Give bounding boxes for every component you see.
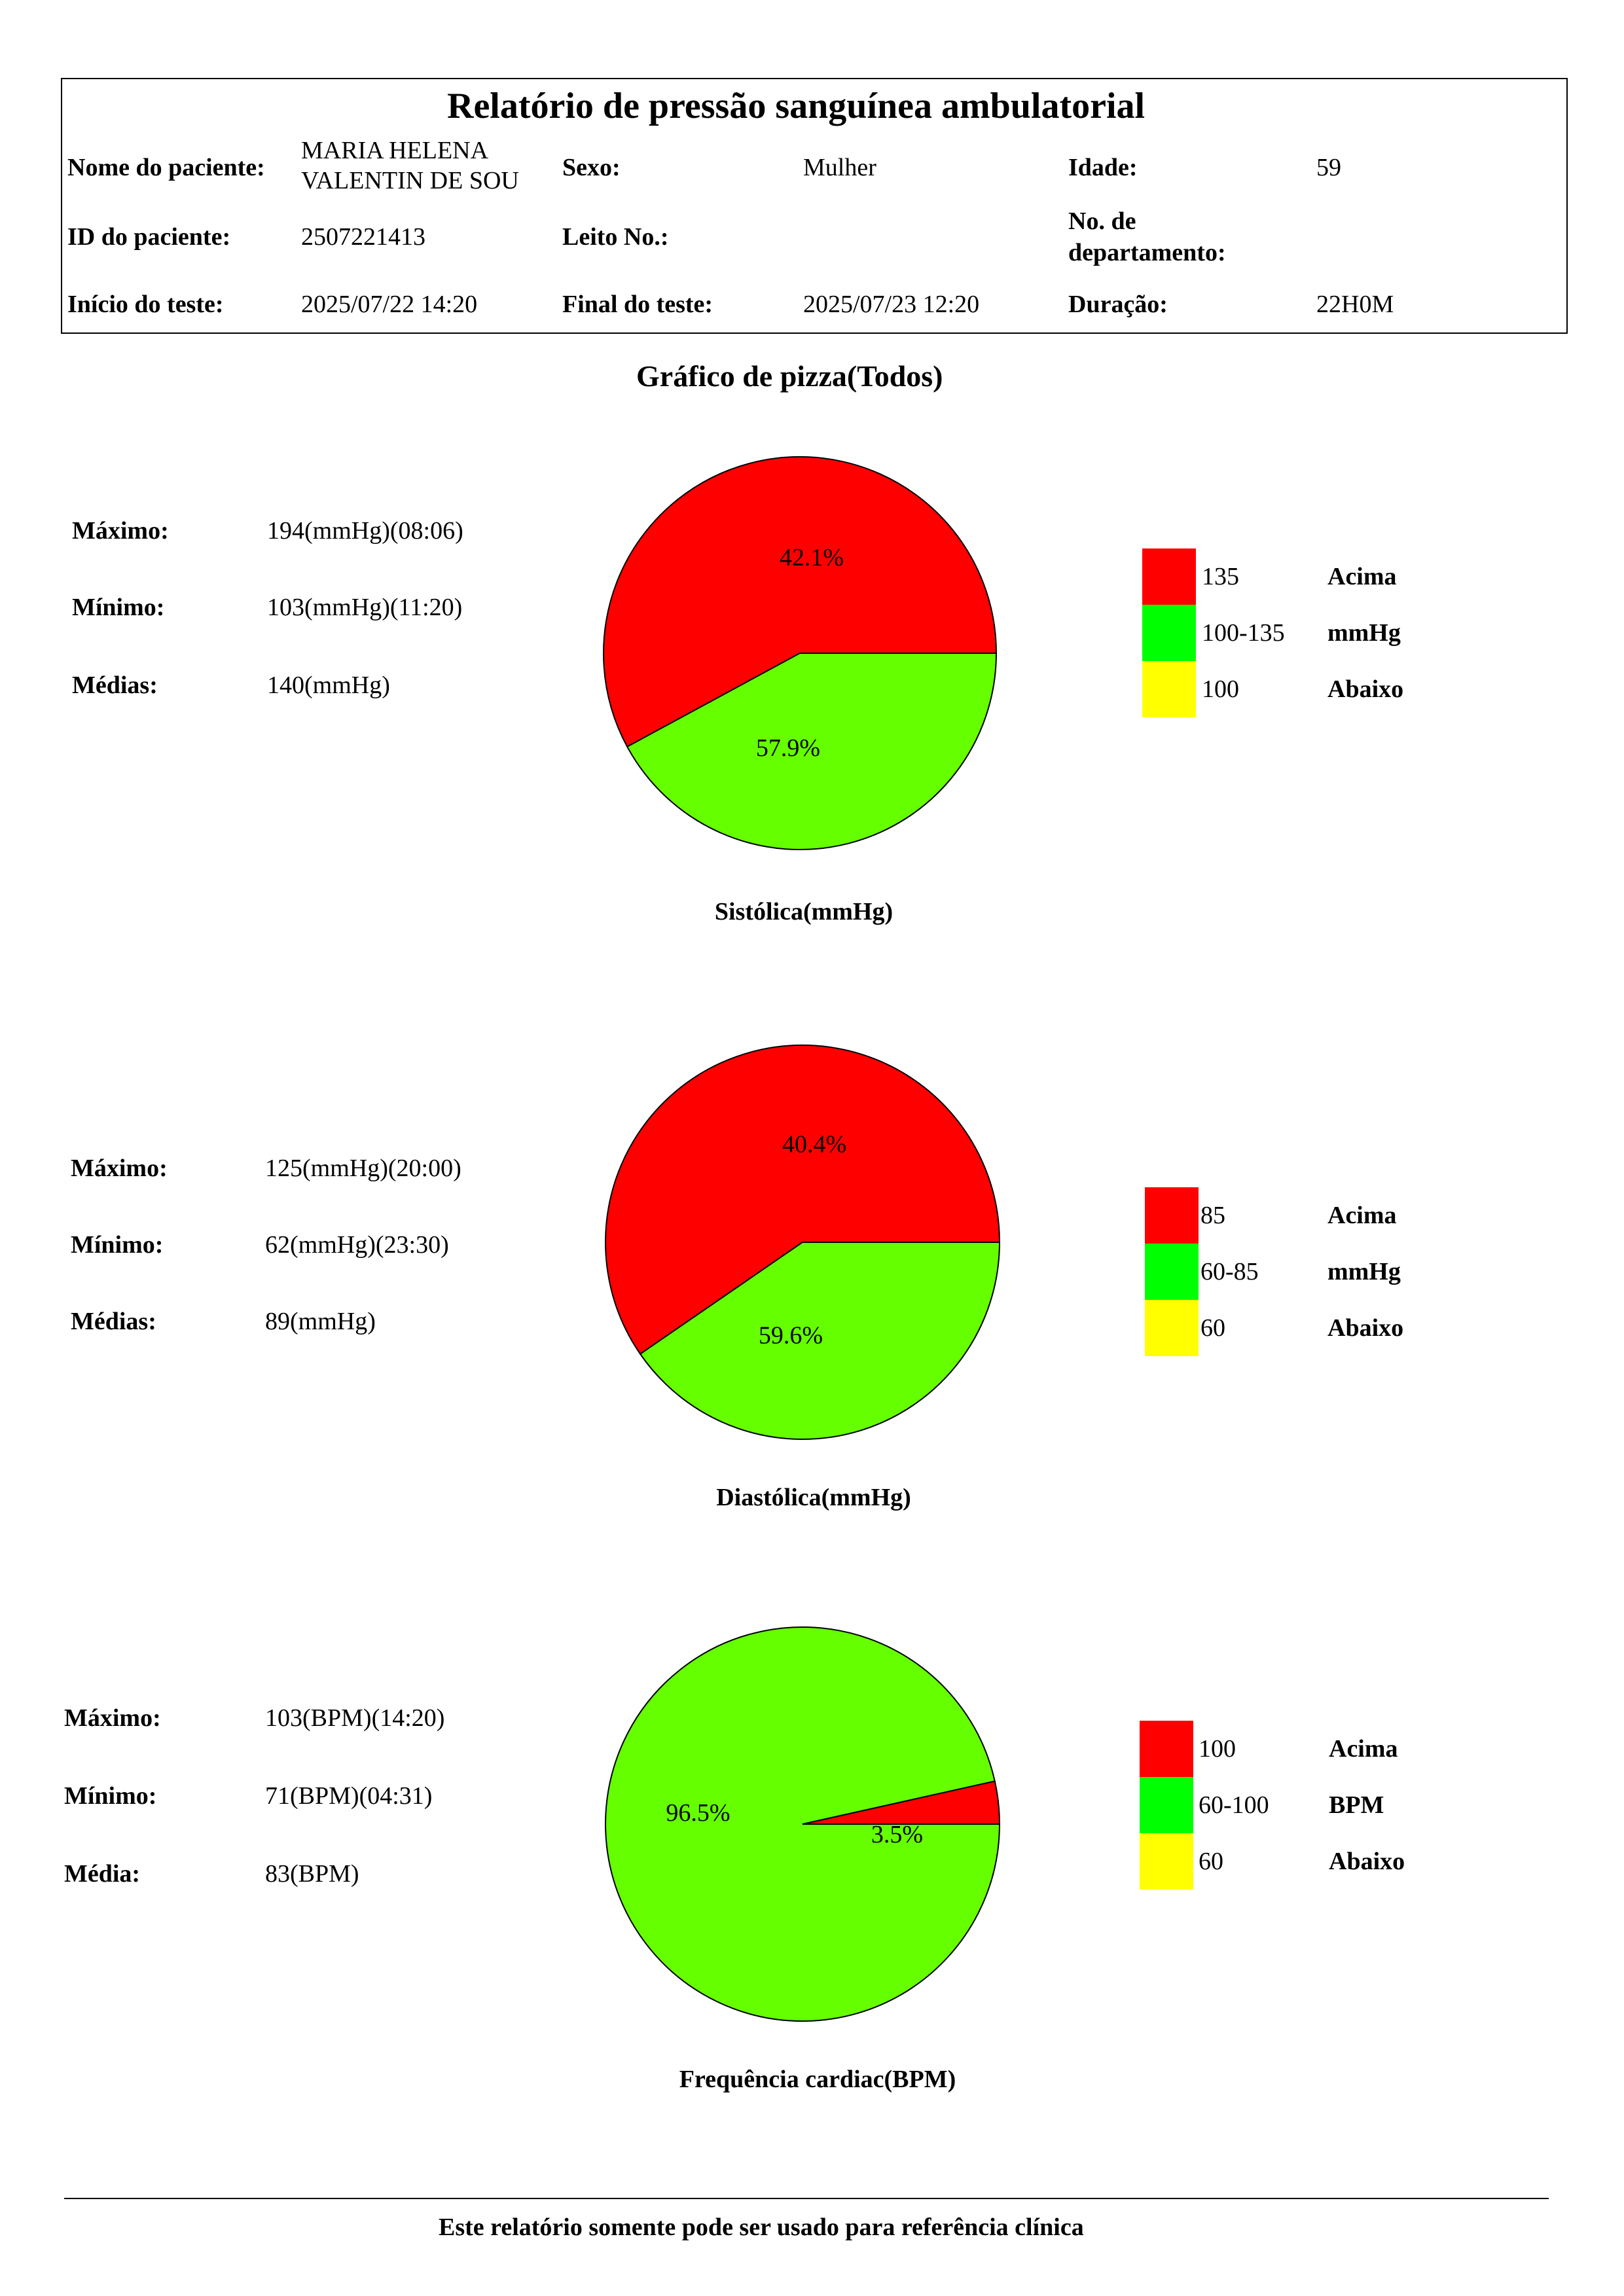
diastolic-legend-below-swatch: [1145, 1300, 1199, 1356]
heart-min-label: Mínimo:: [64, 1782, 157, 1810]
pie-slice-mmhg: [626, 653, 998, 850]
systolic-max-label: Máximo:: [72, 517, 169, 545]
sex-label: Sexo:: [562, 154, 621, 181]
heart-caption: Frequência cardiac(BPM): [679, 2066, 956, 2093]
patient-id-label: ID do paciente:: [67, 223, 231, 251]
duration-value: 22H0M: [1316, 291, 1394, 318]
heart-legend-below-swatch: [1140, 1833, 1193, 1890]
heart-legend-above-range: 100: [1199, 1735, 1236, 1763]
systolic-legend-below-label: Abaixo: [1327, 675, 1404, 703]
heart-legend-above-swatch: [1140, 1721, 1193, 1777]
start-label: Início do teste:: [67, 291, 224, 318]
systolic-avg-value: 140(mmHg): [267, 672, 390, 699]
diastolic-max-value: 125(mmHg)(20:00): [265, 1155, 461, 1182]
systolic-pie-chart: 57.9% 42.1%: [603, 456, 998, 850]
heart-avg-label: Média:: [64, 1860, 141, 1888]
systolic-legend-normal-swatch: [1142, 605, 1196, 661]
diastolic-legend-above-label: Acima: [1327, 1202, 1397, 1229]
pie-slice-acima: [603, 456, 998, 748]
systolic-max-value: 194(mmHg)(08:06): [267, 517, 463, 545]
age-label: Idade:: [1068, 154, 1138, 181]
systolic-legend-below-swatch: [1142, 661, 1196, 717]
report-title: Relatório de pressão sanguínea ambulator…: [447, 86, 1146, 126]
diastolic-pie-chart: 59.6% 40.4%: [605, 1045, 1001, 1440]
diastolic-avg-value: 89(mmHg): [265, 1308, 376, 1335]
diastolic-legend-below-label: Abaixo: [1327, 1314, 1404, 1342]
heart-min-value: 71(BPM)(04:31): [265, 1782, 433, 1810]
heart-max-label: Máximo:: [64, 1704, 161, 1732]
pie-slice-label: 96.5%: [666, 1799, 730, 1827]
footer-divider: [64, 2198, 1549, 2199]
pie-slice-label: 42.1%: [780, 544, 844, 571]
section-title: Gráfico de pizza(Todos): [636, 359, 943, 393]
pie-slice-label: 3.5%: [871, 1821, 923, 1848]
heart-avg-value: 83(BPM): [265, 1860, 359, 1888]
diastolic-avg-label: Médias:: [71, 1308, 156, 1335]
diastolic-min-label: Mínimo:: [71, 1231, 164, 1259]
patient-name-line1: MARIA HELENA: [301, 137, 489, 164]
systolic-legend-unit: mmHg: [1327, 619, 1401, 647]
systolic-min-label: Mínimo:: [72, 594, 165, 621]
pie-slice-label: 59.6%: [759, 1321, 823, 1349]
diastolic-legend-normal-range: 60-85: [1200, 1258, 1259, 1285]
pie-slice-mmhg: [639, 1242, 1001, 1440]
footer-note: Este relatório somente pode ser usado pa…: [439, 2214, 1084, 2241]
end-label: Final do teste:: [562, 291, 713, 318]
heart-legend-below-range: 60: [1199, 1848, 1223, 1875]
diastolic-legend-unit: mmHg: [1327, 1258, 1401, 1285]
systolic-avg-label: Médias:: [72, 672, 158, 699]
patient-id-value: 2507221413: [301, 223, 425, 251]
heart-max-value: 103(BPM)(14:20): [265, 1704, 445, 1732]
heart-legend-below-label: Abaixo: [1329, 1848, 1405, 1875]
end-value: 2025/07/23 12:20: [803, 291, 980, 318]
heart-legend-normal-range: 60-100: [1199, 1791, 1269, 1819]
heart-legend-normal-swatch: [1140, 1777, 1193, 1833]
patient-name-line2: VALENTIN DE SOU: [301, 167, 519, 194]
pie-slice-bpm: [605, 1626, 1001, 2022]
patient-info-box: [61, 78, 1568, 334]
systolic-legend-below-range: 100: [1202, 675, 1239, 703]
duration-label: Duração:: [1068, 291, 1168, 318]
diastolic-caption: Diastólica(mmHg): [716, 1484, 911, 1511]
pie-slice-label: 57.9%: [756, 734, 820, 762]
dept-label-line2: departamento:: [1068, 239, 1226, 266]
systolic-legend-above-swatch: [1142, 548, 1196, 605]
diastolic-legend-below-range: 60: [1200, 1314, 1225, 1342]
systolic-caption: Sistólica(mmHg): [714, 898, 893, 925]
diastolic-max-label: Máximo:: [71, 1155, 168, 1182]
systolic-legend-normal-range: 100-135: [1202, 619, 1285, 647]
heart-legend-unit: BPM: [1329, 1791, 1384, 1819]
pie-slice-label: 40.4%: [782, 1131, 846, 1158]
heart-pie-chart: 3.5% 96.5%: [605, 1626, 1001, 2022]
systolic-legend-above-range: 135: [1202, 563, 1239, 590]
patient-name-label: Nome do paciente:: [67, 154, 265, 181]
diastolic-legend-above-range: 85: [1200, 1202, 1225, 1229]
systolic-min-value: 103(mmHg)(11:20): [267, 594, 463, 621]
systolic-legend-above-label: Acima: [1327, 563, 1397, 590]
sex-value: Mulher: [803, 154, 876, 181]
diastolic-legend-normal-swatch: [1145, 1244, 1199, 1300]
heart-legend-above-label: Acima: [1329, 1735, 1398, 1763]
diastolic-min-value: 62(mmHg)(23:30): [265, 1231, 449, 1259]
start-value: 2025/07/22 14:20: [301, 291, 478, 318]
age-value: 59: [1316, 154, 1341, 181]
diastolic-legend-above-swatch: [1145, 1187, 1199, 1244]
bed-label: Leito No.:: [562, 223, 669, 251]
dept-label-line1: No. de: [1068, 207, 1136, 235]
pie-slice-acima: [605, 1045, 1001, 1355]
